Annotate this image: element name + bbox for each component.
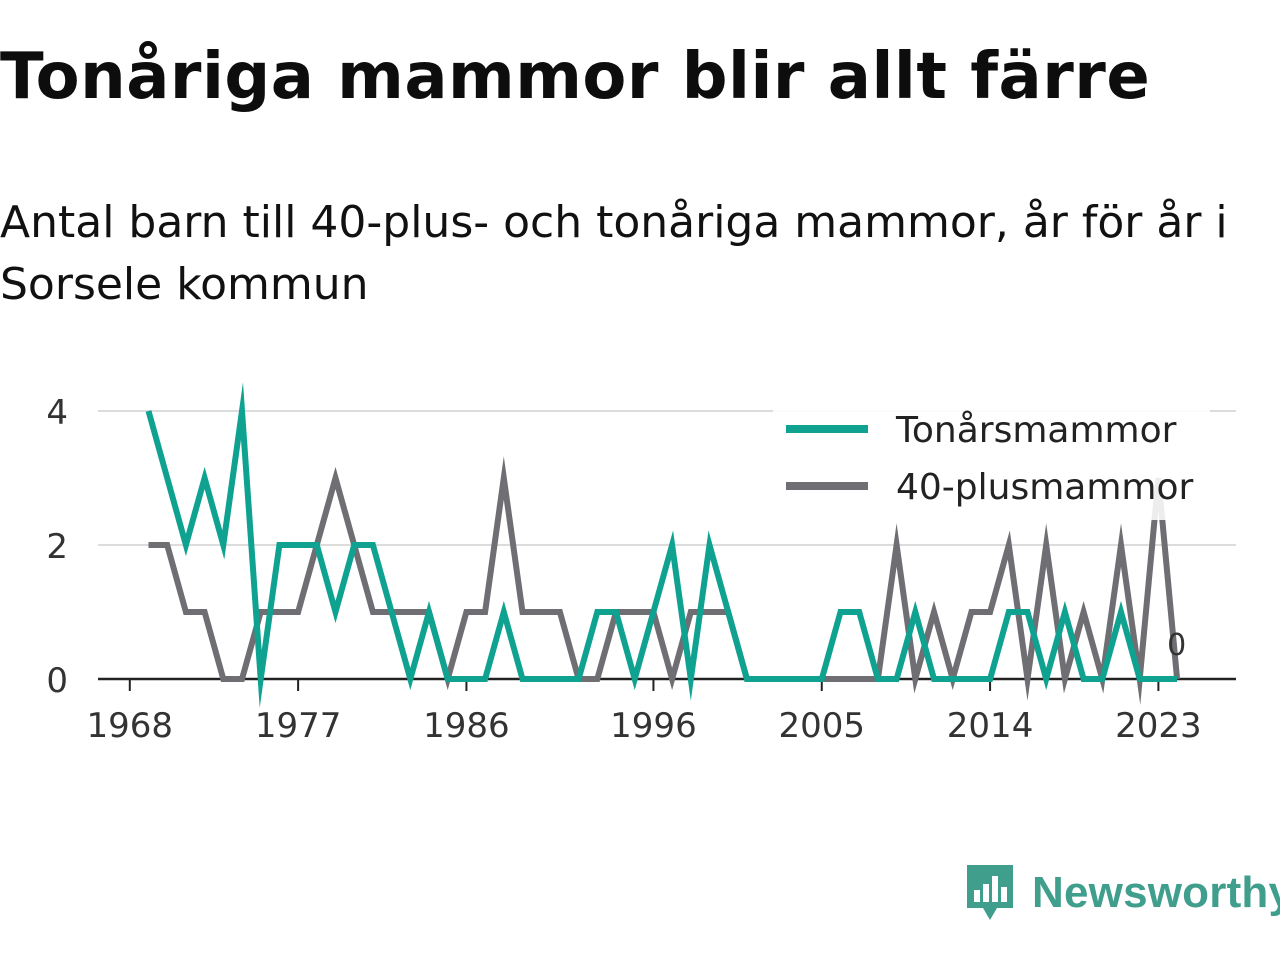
y-tick-label: 4 bbox=[46, 393, 68, 433]
series-line-tonarsmammor bbox=[145, 382, 1178, 708]
series-line-40-plusmammor bbox=[148, 456, 1181, 705]
y-tick-label: 0 bbox=[46, 661, 68, 701]
legend: Tonårsmammor 40-plusmammor bbox=[773, 408, 1210, 520]
x-tick-label: 1986 bbox=[423, 706, 510, 746]
legend-label: 40-plusmammor bbox=[896, 467, 1194, 508]
series-lines bbox=[145, 382, 1181, 708]
bar-chart-speech-bubble-icon bbox=[967, 865, 1013, 920]
x-axis: 1968 1977 1986 1996 2005 2014 2023 bbox=[87, 677, 1236, 746]
y-axis: 0 2 4 bbox=[46, 393, 68, 701]
value-labels: 0 bbox=[1167, 628, 1186, 663]
x-tick-label: 1977 bbox=[255, 706, 342, 746]
chart-title: Tonåriga mammor blir allt färre bbox=[0, 40, 1151, 114]
chart-subtitle: Antal barn till 40-plus- och tonåriga ma… bbox=[0, 197, 1228, 310]
brand-logo: Newsworthy bbox=[964, 862, 1280, 924]
x-tick-label: 2023 bbox=[1115, 706, 1202, 746]
legend-label: Tonårsmammor bbox=[895, 410, 1177, 451]
x-tick-label: 1996 bbox=[610, 706, 697, 746]
x-tick-label: 2014 bbox=[947, 706, 1034, 746]
x-tick-label: 1968 bbox=[87, 706, 174, 746]
end-value-label: 0 bbox=[1167, 628, 1186, 663]
x-tick-label: 2005 bbox=[778, 706, 865, 746]
brand-name: Newsworthy bbox=[1032, 868, 1280, 917]
y-tick-label: 2 bbox=[46, 527, 68, 567]
